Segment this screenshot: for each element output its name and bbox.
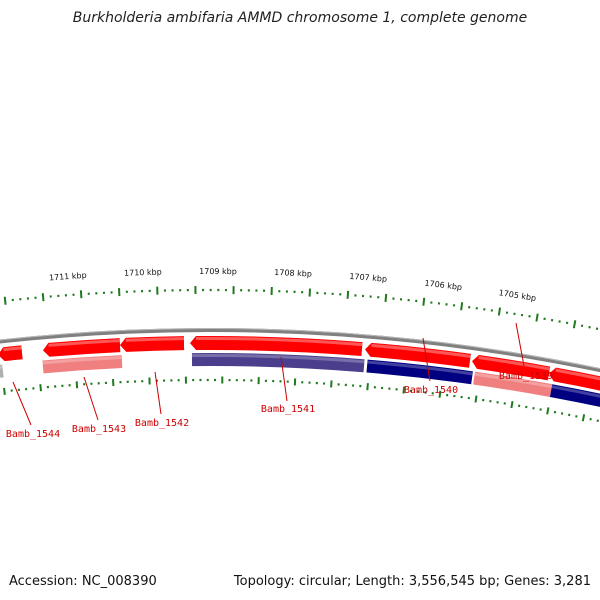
gene-label: Bamb_1539: [499, 371, 553, 382]
gene-label-leader: [154, 371, 162, 415]
gene-gloss: [195, 336, 363, 347]
gene-label-leader: [83, 376, 99, 421]
ruler-tick-label: 1710 kbp: [124, 268, 162, 278]
major-tick: [422, 297, 426, 306]
cds-band: [366, 359, 473, 385]
major-tick: [41, 293, 45, 302]
major-tick: [346, 290, 350, 299]
major-tick: [366, 383, 369, 391]
gene-gloss: [478, 356, 551, 371]
cds-gloss: [0, 365, 3, 369]
cds-band: [549, 384, 600, 407]
ruler-tick-label: 1705 kbp: [498, 288, 537, 303]
feature-layer: [0, 336, 600, 407]
gene-label: Bamb_1544: [6, 429, 60, 440]
gene-label: Bamb_1540: [404, 385, 458, 396]
major-tick: [39, 384, 42, 392]
ruler-tick-label: 1711 kbp: [49, 271, 87, 283]
major-tick: [581, 414, 586, 422]
major-tick: [402, 386, 406, 394]
ruler-tick-label: 1709 kbp: [199, 267, 237, 276]
genome-summary-text: Topology: circular; Length: 3,556,545 bp…: [233, 574, 591, 589]
forward-gene-arrow: [549, 367, 600, 391]
gene-label-leader: [515, 322, 525, 367]
major-tick: [497, 307, 501, 316]
gene-gloss: [48, 339, 120, 347]
ruler-tick-label: 1707 kbp: [349, 272, 387, 284]
major-tick: [546, 407, 550, 415]
gene-label: Bamb_1541: [261, 404, 315, 415]
major-tick: [535, 313, 539, 322]
map-title: Burkholderia ambifaria AMMD chromosome 1…: [72, 10, 528, 26]
chromosome-backbone: [0, 328, 600, 373]
gene-label-leader: [280, 356, 288, 402]
gene-gloss: [371, 343, 471, 358]
gene-label-leader: [422, 337, 431, 382]
backbone-highlight: [0, 328, 600, 370]
major-tick: [510, 400, 514, 409]
major-tick: [460, 302, 464, 311]
major-tick: [3, 296, 7, 305]
ruler-tick-label: 1708 kbp: [274, 268, 312, 279]
gene-gloss: [3, 346, 22, 352]
major-tick: [3, 387, 6, 395]
cds-band: [0, 364, 4, 378]
ruler-tick-label: 1706 kbp: [424, 279, 463, 292]
cds-gloss: [367, 360, 473, 376]
major-tick: [474, 395, 478, 403]
cds-gloss: [191, 353, 365, 364]
cds-gloss: [474, 372, 553, 389]
cds-band: [473, 371, 553, 398]
cds-band: [42, 355, 123, 374]
gene-label: Bamb_1543: [72, 424, 126, 435]
forward-gene-arrow: [472, 355, 551, 381]
label-layer: Bamb_1544 Bamb_1543 Bamb_1542 Bamb_1541 Bamb…: [6, 322, 553, 440]
major-tick: [438, 390, 442, 398]
outer-ruler: 1711 kbp 1710 kbp 1709 kbp 1708 kbp 1707 kbp…: [3, 267, 599, 330]
backbone-layer: [0, 328, 600, 373]
accession-text: Accession: NC_008390: [9, 574, 157, 589]
cds-band: [191, 353, 365, 373]
major-tick: [384, 293, 388, 302]
gene-label: Bamb_1542: [135, 418, 189, 429]
major-tick: [79, 290, 83, 299]
cds-gloss: [42, 356, 122, 365]
gene-gloss: [555, 368, 600, 381]
forward-gene-arrow: [365, 342, 471, 368]
cds-gloss: [551, 385, 600, 398]
gene-label-leader: [12, 381, 32, 426]
gene-gloss: [125, 337, 184, 342]
major-tick: [572, 320, 577, 329]
